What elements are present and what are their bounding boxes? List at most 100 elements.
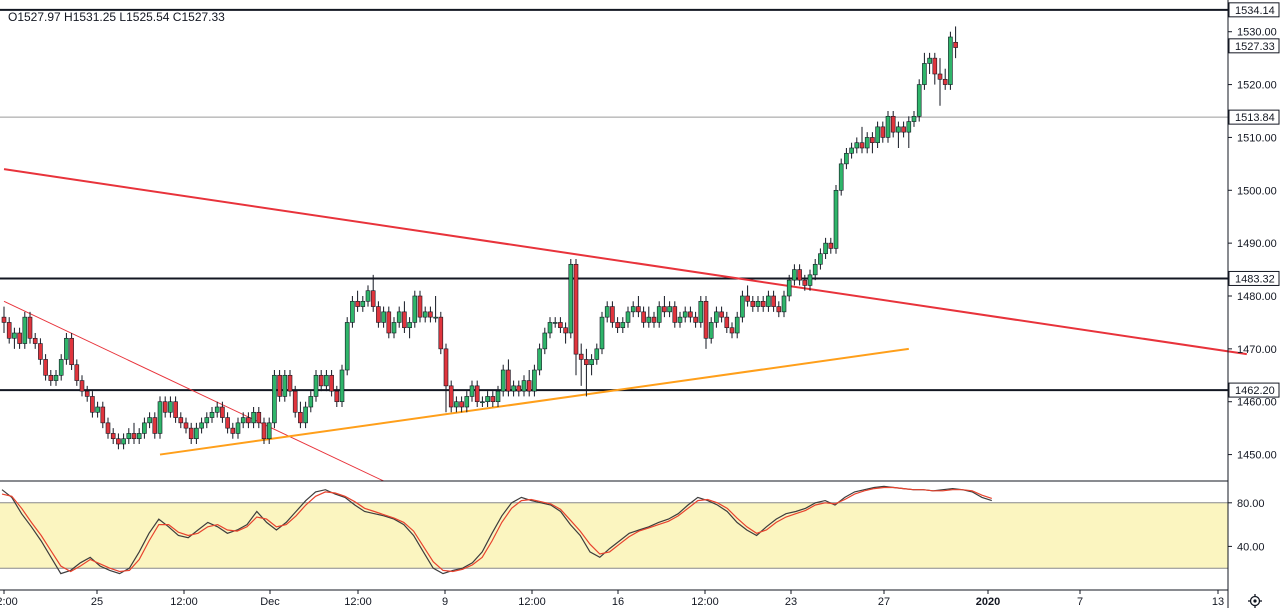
candle-body [79, 380, 85, 392]
candle-body [615, 322, 620, 329]
stoch-tick-label: 40.00 [1237, 541, 1265, 553]
price-tick-label: 1450.00 [1237, 450, 1277, 462]
candle-body [350, 300, 355, 323]
candle-body [407, 322, 412, 329]
candle-body [552, 322, 558, 324]
candle-body [604, 306, 610, 318]
candle-body [734, 316, 740, 334]
candle-body [916, 84, 922, 117]
candle-body [807, 274, 813, 286]
stoch-band [0, 502, 1228, 569]
candle-body [859, 142, 865, 149]
candle-body [84, 390, 90, 397]
time-tick-label: 12:00 [691, 596, 719, 608]
candle-body [646, 316, 652, 323]
price-tag-label: 1527.33 [1235, 41, 1275, 53]
candle-body [298, 411, 303, 424]
candle-body [1, 316, 7, 323]
price-tick-label: 1510.00 [1237, 132, 1277, 144]
candle-body [183, 422, 189, 429]
candle-body [448, 385, 454, 408]
candle-body [95, 406, 100, 413]
orange-trendline [159, 347, 909, 456]
candle-body [578, 353, 584, 360]
candle-body [937, 73, 943, 80]
candle-body [292, 390, 298, 413]
candle-body [625, 311, 631, 323]
candle-body [438, 316, 444, 350]
time-tick-label: 12:00 [0, 596, 18, 608]
candle-body [542, 332, 548, 350]
candle-body [246, 417, 251, 424]
price-tag-box [1228, 270, 1280, 286]
time-tick-label: 25 [91, 596, 103, 608]
price-tick-label: 1500.00 [1237, 185, 1277, 197]
candle-body [630, 306, 636, 313]
candle-body [100, 406, 106, 424]
candle-body [214, 406, 220, 413]
candle-body [890, 115, 896, 133]
price-tag-label: 1483.32 [1235, 273, 1275, 285]
candle-body [48, 374, 54, 381]
candle-body [464, 396, 470, 408]
candle-body [672, 306, 678, 323]
price-tick-label: 1530.00 [1237, 27, 1277, 39]
candle-body [792, 269, 797, 281]
candle-body [157, 401, 163, 434]
candle-body [641, 311, 646, 323]
price-tick-label: 1460.00 [1237, 397, 1277, 409]
candle-body [812, 263, 818, 276]
stoch-series-line [1, 486, 992, 573]
candle-body [526, 380, 532, 392]
candle-body [906, 121, 912, 133]
candle-body [402, 311, 407, 329]
candle-body [282, 374, 288, 397]
candle-body [511, 385, 516, 392]
candle-body [386, 311, 392, 334]
candle-body [766, 295, 771, 307]
candle-body [797, 269, 802, 281]
candle-body [740, 295, 745, 318]
candle-body [953, 41, 958, 48]
time-tick-label: 12:00 [170, 596, 198, 608]
candle-body [69, 337, 74, 366]
candle-body [6, 322, 12, 339]
candle-body [324, 374, 329, 387]
candle-body [771, 295, 776, 307]
candle-body [786, 279, 792, 297]
candle-body [573, 263, 579, 355]
candle-body [152, 417, 158, 434]
candle-body [636, 306, 641, 313]
candle-body [116, 438, 121, 445]
candle-body [142, 422, 147, 434]
candle-body [459, 401, 464, 408]
candle-body [558, 322, 563, 329]
candle-body [802, 279, 808, 286]
candle-body [729, 327, 735, 334]
candle-body [235, 422, 241, 434]
candle-body [287, 374, 293, 392]
candle-body [417, 295, 423, 318]
candle-body [760, 300, 766, 307]
candle-body [724, 316, 730, 329]
candle-body [105, 422, 111, 434]
time-tick-label: 12:00 [344, 596, 372, 608]
candle-body [485, 396, 490, 403]
candle-body [755, 300, 761, 307]
candle-body [880, 126, 886, 138]
candle-body [303, 406, 308, 424]
candle-body [750, 300, 756, 307]
candle-body [885, 115, 891, 138]
candle-body [58, 359, 64, 376]
candle-body [948, 36, 953, 85]
candle-body [745, 295, 750, 302]
candle-body [828, 242, 834, 249]
candle-body [927, 57, 932, 64]
candle-body [329, 374, 334, 392]
candle-body [365, 290, 371, 302]
candle-body [833, 189, 839, 249]
candle-body [43, 359, 48, 376]
candle-body [516, 385, 522, 392]
